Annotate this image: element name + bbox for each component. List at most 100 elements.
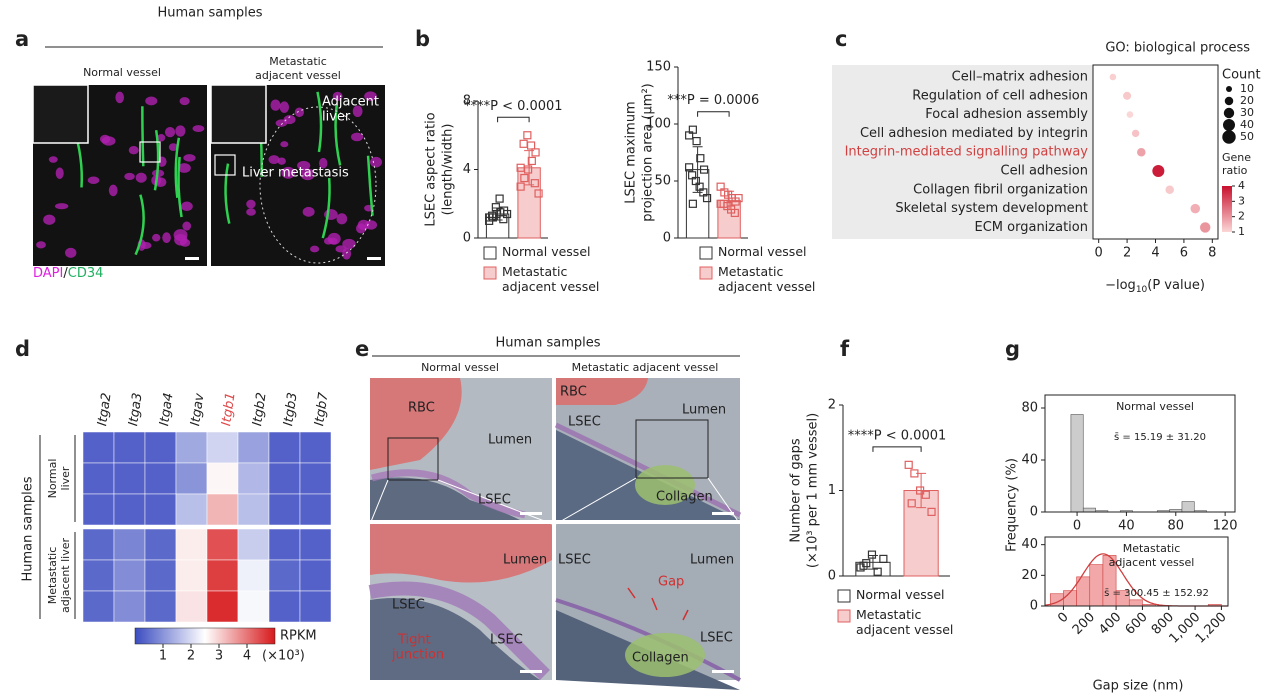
data-point xyxy=(520,173,529,183)
data-point xyxy=(904,460,913,469)
heatmap-cell xyxy=(206,431,239,464)
x-tick-label: 400 xyxy=(1096,610,1124,638)
nucleus xyxy=(277,157,286,165)
nucleus xyxy=(297,160,311,171)
legend-swatch xyxy=(483,266,497,280)
colorbar xyxy=(1222,186,1232,232)
term-dot xyxy=(1131,129,1140,138)
legend-title: Count xyxy=(1222,68,1261,83)
nucleus xyxy=(270,99,281,111)
y-tick-label: 8 xyxy=(463,94,471,109)
colorbar-label: 2 xyxy=(1238,210,1245,223)
heatmap-cell xyxy=(144,431,177,464)
row-group-label: Normal xyxy=(46,459,59,499)
size-legend-label: 20 xyxy=(1240,94,1254,107)
data-point xyxy=(685,163,694,172)
nucleus xyxy=(336,213,348,225)
column-label: Itga2 xyxy=(95,392,115,427)
legend-swatch xyxy=(699,246,713,260)
data-point xyxy=(516,182,525,191)
colorbar-label: 4 xyxy=(243,649,251,664)
legend-swatch xyxy=(699,266,713,280)
heatmap-cell xyxy=(299,493,332,526)
term-label: Integrin-mediated signalling pathway xyxy=(845,145,1089,160)
scale-bar xyxy=(520,512,542,515)
row-group-label: liver xyxy=(59,466,72,490)
heatmap-cell xyxy=(113,431,146,464)
term-label: Focal adhesion assembly xyxy=(925,107,1088,122)
heatmap-cell xyxy=(299,462,332,495)
term-label: Skeletal system development xyxy=(895,201,1088,216)
nucleus xyxy=(65,247,77,258)
term-label: Collagen fibril organization xyxy=(913,182,1088,197)
y-tick-label: 0 xyxy=(1030,505,1038,520)
y-tick-label: 150 xyxy=(646,60,671,75)
y-tick-label: 0 xyxy=(463,231,471,246)
legend-text-box: Normal vessel xyxy=(718,244,806,259)
column-label: Itgb1 xyxy=(219,392,239,427)
nucleus xyxy=(332,91,343,101)
data-point xyxy=(730,208,739,218)
panel-title: Human samples xyxy=(157,6,262,21)
heatmap-cell xyxy=(206,462,239,495)
nucleus xyxy=(87,176,100,184)
legend-label: Metastatic adjacent vessel xyxy=(502,264,600,294)
size-legend-label: 10 xyxy=(1240,82,1254,95)
y-tick-label: 0 xyxy=(663,231,671,246)
em-label: RBC xyxy=(408,401,435,416)
significance-label: ***P = 0.0006 xyxy=(667,93,759,108)
vessel-stain xyxy=(134,194,145,256)
nucleus xyxy=(173,229,188,241)
significance-bracket xyxy=(697,111,730,117)
heatmap-cell xyxy=(175,559,208,592)
y-axis-label: (×10³ per 1 mm vessel) xyxy=(806,413,821,568)
heatmap-cell xyxy=(144,559,177,592)
data-point xyxy=(519,139,528,148)
heatmap-cell xyxy=(206,493,239,526)
heatmap-cell xyxy=(237,590,270,623)
em-label: Gap xyxy=(658,575,684,590)
heatmap-cell xyxy=(113,493,146,526)
plot-frame xyxy=(1044,394,1236,513)
data-point xyxy=(491,203,500,212)
colorbar-label: 3 xyxy=(215,649,223,664)
vessel-stain xyxy=(316,91,323,153)
data-point xyxy=(699,165,709,174)
heatmap-cell xyxy=(299,528,332,561)
nucleus xyxy=(294,107,305,118)
y-tick-label: 20 xyxy=(1021,568,1038,583)
data-point xyxy=(862,559,871,568)
colorbar-label: 2 xyxy=(187,649,195,664)
legend-swatch xyxy=(483,246,497,260)
heatmap-cell xyxy=(268,590,301,623)
size-legend-dot xyxy=(1225,85,1233,93)
chart-title: Normal vessel xyxy=(1116,400,1194,413)
heatmap-cell xyxy=(82,528,115,561)
column-label: Normal vessel xyxy=(421,361,499,374)
colorbar xyxy=(134,627,276,645)
zoom-line xyxy=(369,479,389,525)
nucleus xyxy=(162,232,171,244)
em-label: Lumen xyxy=(488,433,532,448)
term-dot xyxy=(1123,91,1132,100)
column-label: Itgb7 xyxy=(312,391,332,427)
data-point xyxy=(688,199,697,208)
legend-text-box: Metastatic adjacent vessel xyxy=(502,264,600,294)
label-part: (P value) xyxy=(1147,278,1205,293)
legend-text-box: Metastatic adjacent vessel xyxy=(718,264,815,294)
data-point xyxy=(527,156,536,166)
legend-label: Metastatic adjacent vessel xyxy=(856,607,954,637)
significance-bracket xyxy=(872,446,922,452)
nucleus xyxy=(356,223,367,234)
heatmap-cell xyxy=(144,462,177,495)
scale-bar xyxy=(712,512,734,515)
heatmap-cell xyxy=(175,462,208,495)
legend-text-box: Normal vessel xyxy=(502,244,590,259)
term-label: Regulation of cell adhesion xyxy=(912,88,1088,103)
data-point xyxy=(927,507,936,516)
zoom-line xyxy=(437,479,553,525)
panel-letter: c xyxy=(835,27,847,51)
data-point xyxy=(485,213,494,222)
vessel-stain xyxy=(321,177,331,239)
stain-name: / xyxy=(63,266,68,281)
